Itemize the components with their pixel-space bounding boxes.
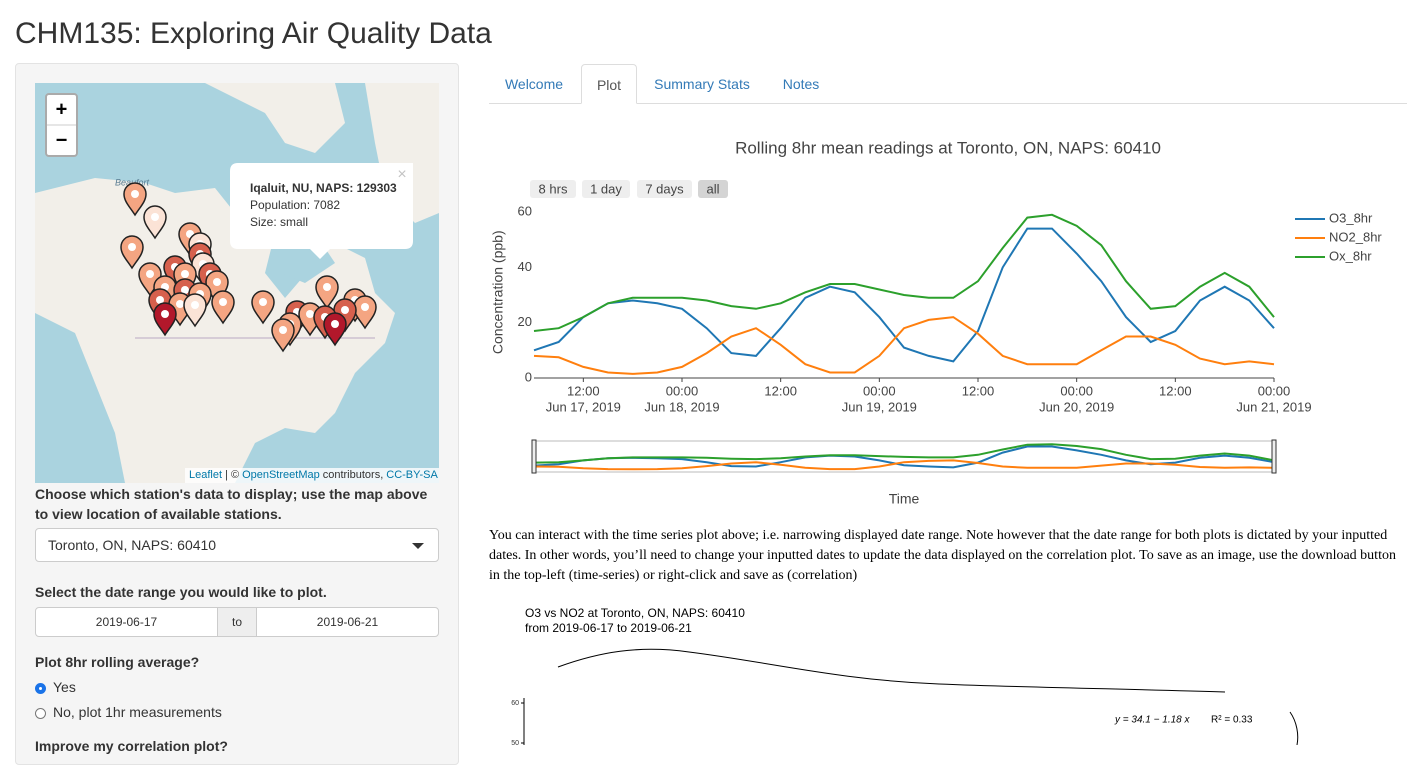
x-tick-label: 12:00 xyxy=(764,383,797,398)
y-tick-label: 40 xyxy=(518,259,532,274)
range-button-label: 7 days xyxy=(645,181,684,196)
date-label: Select the date range you would like to … xyxy=(35,584,327,600)
series-line xyxy=(533,227,1275,363)
series-line xyxy=(533,213,1275,332)
x-tick-date: Jun 20, 2019 xyxy=(1039,399,1114,414)
range-button-label: 8 hrs xyxy=(539,181,568,196)
equation: y = 34.1 − 1.18 x xyxy=(1114,715,1190,726)
x-tick-label: 00:00 xyxy=(1258,383,1291,398)
legend-label: NO2_8hr xyxy=(1329,229,1382,244)
attribution-part: Leaflet xyxy=(189,469,223,481)
y-tick-label: 0 xyxy=(525,369,532,384)
range-button[interactable] xyxy=(582,180,630,198)
place-label: Beaufort xyxy=(115,177,150,187)
corr-y-tick-label: 60 xyxy=(511,700,519,707)
corr-y-tick-label: 50 xyxy=(511,740,519,745)
x-tick-label: 00:00 xyxy=(666,383,699,398)
series-line xyxy=(533,316,1275,375)
radio-label: No, plot 1hr measurements xyxy=(53,704,222,720)
land xyxy=(205,83,345,153)
slider-line xyxy=(533,459,1275,471)
x-tick-label: 12:00 xyxy=(1159,383,1192,398)
r-squared: R² = 0.33 xyxy=(1211,715,1253,726)
tab[interactable]: Welcome xyxy=(504,76,564,92)
popup xyxy=(230,163,413,259)
map[interactable]: Beaufort + − × Iqaluit, NU, NAPS: 129303… xyxy=(35,83,439,483)
popup-line: Size: small xyxy=(250,215,308,229)
station-select[interactable]: Toronto, ON, NAPS: 60410 xyxy=(35,528,439,562)
popup-title: Iqaluit, NU, NAPS: 129303 xyxy=(250,181,397,195)
tab[interactable]: Summary Stats xyxy=(654,76,750,92)
tab[interactable]: Notes xyxy=(782,76,820,92)
radio-option[interactable]: No, plot 1hr measurements xyxy=(35,703,222,721)
attribution-part: CC-BY-SA xyxy=(386,469,438,481)
density-curve-right xyxy=(1289,711,1299,745)
app-title: CHM135: Exploring Air Quality Data xyxy=(15,17,492,50)
corr-title: O3 vs NO2 at Toronto, ON, NAPS: 60410 xyxy=(525,606,745,620)
x-tick-date: Jun 18, 2019 xyxy=(644,399,719,414)
y-tick-label: 60 xyxy=(518,203,532,218)
date-separator: to xyxy=(217,607,257,637)
page: CHM135: Exploring Air Quality Data Beauf… xyxy=(15,17,1422,765)
radio-button xyxy=(35,683,46,694)
x-tick-label: 00:00 xyxy=(1060,383,1093,398)
date-end[interactable]: 2019-06-21 xyxy=(256,607,439,637)
greenland xyxy=(365,83,439,223)
zoom-out[interactable]: − xyxy=(56,129,68,151)
range-button[interactable] xyxy=(698,180,728,198)
attribution-part: OpenStreetMap xyxy=(242,469,320,481)
time-series-chart[interactable]: Rolling 8hr mean readings at Toronto, ON… xyxy=(489,110,1422,520)
x-tick-date: Jun 19, 2019 xyxy=(842,399,917,414)
date-start[interactable]: 2019-06-17 xyxy=(35,607,218,637)
radio-option[interactable]: Yes xyxy=(35,678,76,696)
x-tick-label: 12:00 xyxy=(567,383,600,398)
y-axis-label: Concentration (ppb) xyxy=(490,230,506,354)
range-button[interactable] xyxy=(637,180,692,198)
range-button-label: all xyxy=(706,181,719,196)
density-curve xyxy=(557,648,1226,693)
corr-subtitle: from 2019-06-17 to 2019-06-21 xyxy=(525,621,692,635)
caret xyxy=(412,543,424,555)
slider-line xyxy=(533,443,1275,464)
x-tick-label: 12:00 xyxy=(962,383,995,398)
x-tick-date: Jun 17, 2019 xyxy=(546,399,621,414)
radio-label: Yes xyxy=(53,679,76,695)
description: You can interact with the time series pl… xyxy=(489,528,1396,583)
y-tick-label: 20 xyxy=(518,314,532,329)
tab-rule xyxy=(489,103,1407,104)
correlation-plot: O3 vs NO2 at Toronto, ON, NAPS: 60410 fr… xyxy=(511,606,1299,745)
select-value: Toronto, ON, NAPS: 60410 xyxy=(48,537,217,553)
tab[interactable]: Plot xyxy=(581,64,637,104)
attribution-part: contributors, xyxy=(322,469,384,481)
slider-handle xyxy=(1271,439,1277,474)
popup-line: Population: 7082 xyxy=(250,198,340,212)
attribution-part: | © xyxy=(225,469,240,481)
range-button[interactable] xyxy=(530,180,576,198)
popup-close[interactable]: × xyxy=(397,166,406,183)
next-label: Improve my correlation plot? xyxy=(35,738,228,754)
range-button-label: 1 day xyxy=(590,181,622,196)
legend-label: Ox_8hr xyxy=(1329,248,1372,263)
legend-label: O3_8hr xyxy=(1329,210,1373,225)
radio-button xyxy=(35,708,46,719)
attribution: Leaflet | © OpenStreetMap contributors, CC-B… xyxy=(189,469,441,481)
attribution-bg xyxy=(185,468,439,483)
zoom-in[interactable]: + xyxy=(56,98,68,120)
land xyxy=(125,473,155,483)
slider-handle xyxy=(531,439,537,474)
x-tick-date: Jun 21, 2019 xyxy=(1236,399,1311,414)
station-label: Choose which station's data to display; … xyxy=(35,486,428,522)
rolling-label: Plot 8hr rolling average? xyxy=(35,654,200,670)
x-axis-label: Time xyxy=(889,491,920,507)
x-tick-label: 00:00 xyxy=(863,383,896,398)
chart-title: Rolling 8hr mean readings at Toronto, ON… xyxy=(735,138,1161,157)
